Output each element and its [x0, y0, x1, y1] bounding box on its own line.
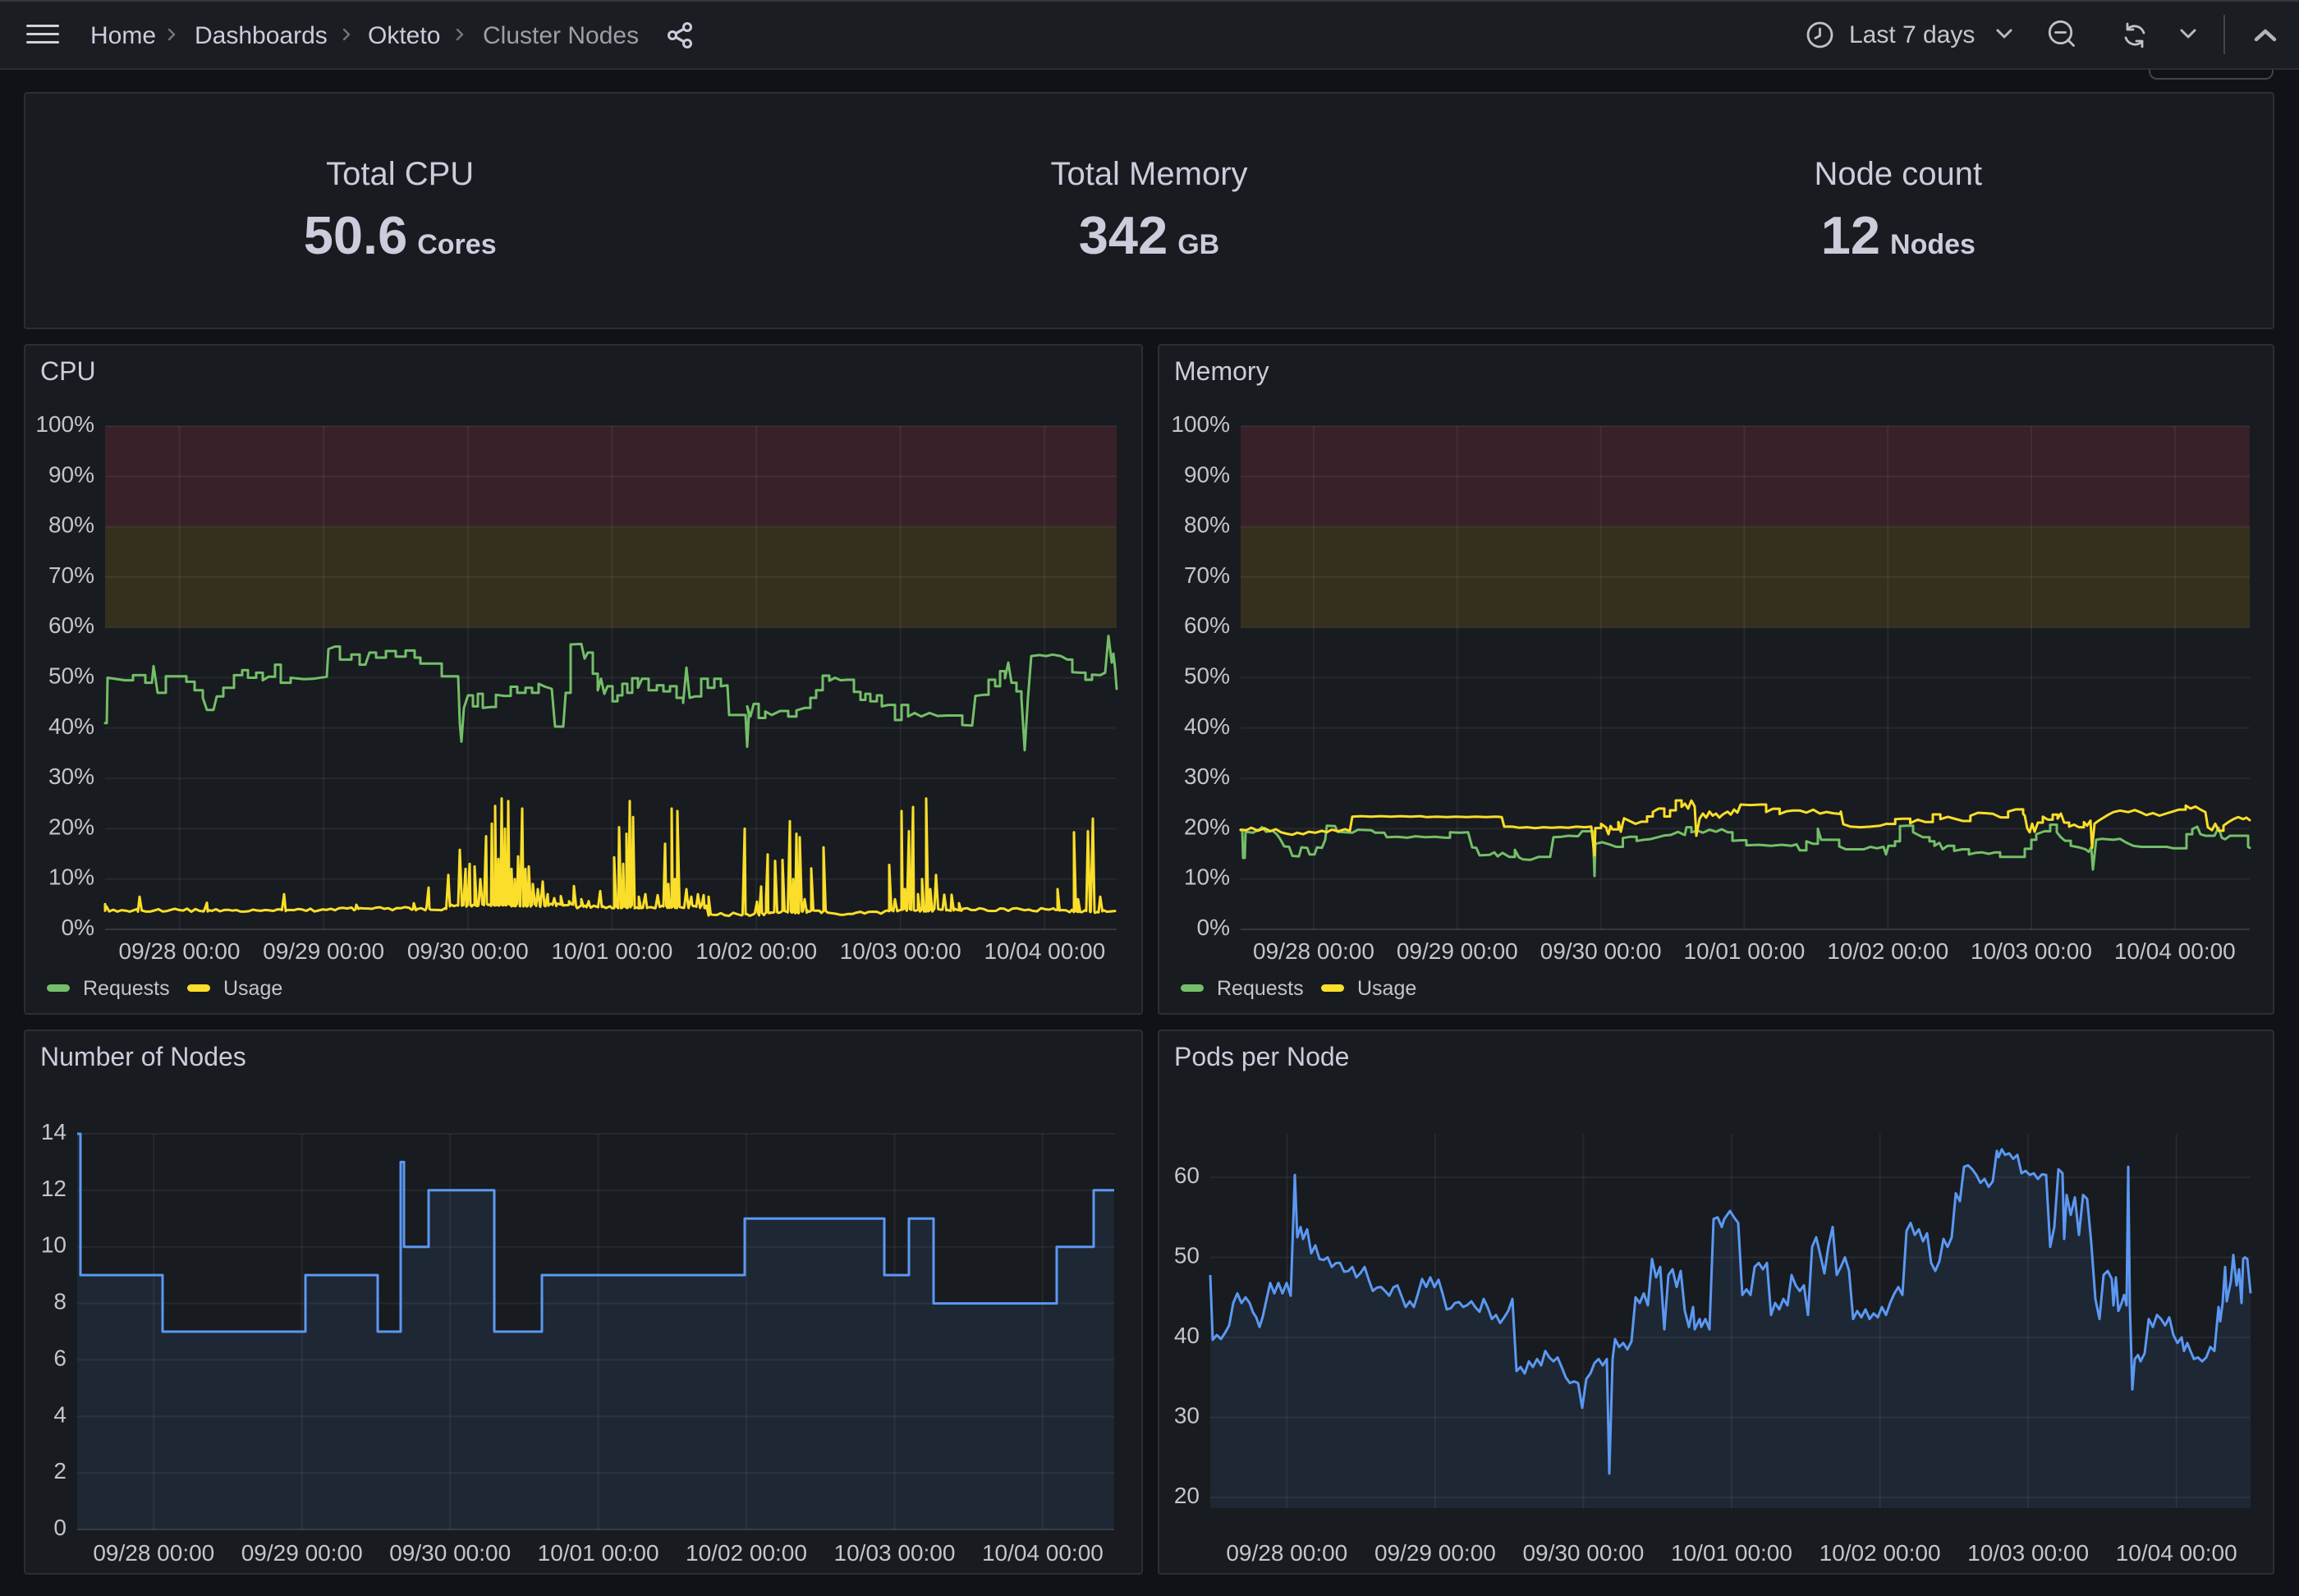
- svg-text:09/29 00:00: 09/29 00:00: [263, 938, 384, 964]
- svg-text:10/03 00:00: 10/03 00:00: [1967, 1540, 2089, 1566]
- svg-text:10%: 10%: [48, 864, 94, 890]
- svg-text:100%: 100%: [1171, 411, 1230, 437]
- svg-text:80%: 80%: [48, 512, 94, 538]
- svg-text:10/04 00:00: 10/04 00:00: [2116, 1540, 2237, 1566]
- svg-text:09/30 00:00: 09/30 00:00: [1540, 938, 1662, 964]
- svg-text:30%: 30%: [48, 764, 94, 789]
- svg-text:0%: 0%: [1197, 915, 1230, 940]
- svg-text:80%: 80%: [1184, 512, 1230, 538]
- svg-text:10: 10: [41, 1232, 67, 1258]
- svg-text:10/01 00:00: 10/01 00:00: [1671, 1540, 1792, 1566]
- svg-text:12: 12: [41, 1176, 67, 1201]
- svg-text:70%: 70%: [1184, 562, 1230, 588]
- svg-text:60%: 60%: [48, 612, 94, 638]
- svg-text:09/28 00:00: 09/28 00:00: [119, 938, 241, 964]
- svg-text:Requests: Requests: [1217, 977, 1304, 1000]
- svg-text:09/29 00:00: 09/29 00:00: [1374, 1540, 1496, 1566]
- svg-text:40%: 40%: [1184, 713, 1230, 739]
- svg-text:60: 60: [1174, 1163, 1200, 1188]
- svg-text:90%: 90%: [1184, 461, 1230, 487]
- svg-text:10/02 00:00: 10/02 00:00: [695, 938, 817, 964]
- svg-text:10/03 00:00: 10/03 00:00: [1971, 938, 2092, 964]
- svg-text:Usage: Usage: [1357, 977, 1416, 1000]
- svg-text:10/01 00:00: 10/01 00:00: [1683, 938, 1805, 964]
- svg-text:09/28 00:00: 09/28 00:00: [93, 1540, 214, 1566]
- svg-text:09/29 00:00: 09/29 00:00: [241, 1540, 363, 1566]
- svg-text:20%: 20%: [48, 814, 94, 839]
- svg-text:09/28 00:00: 09/28 00:00: [1253, 938, 1374, 964]
- svg-text:4: 4: [53, 1401, 67, 1427]
- svg-text:90%: 90%: [48, 461, 94, 487]
- svg-text:60%: 60%: [1184, 612, 1230, 638]
- svg-text:09/30 00:00: 09/30 00:00: [1522, 1540, 1644, 1566]
- svg-text:50%: 50%: [48, 663, 94, 689]
- svg-text:50%: 50%: [1184, 663, 1230, 689]
- svg-text:6: 6: [53, 1345, 67, 1370]
- svg-text:10/01 00:00: 10/01 00:00: [551, 938, 672, 964]
- svg-text:70%: 70%: [48, 562, 94, 588]
- svg-text:09/30 00:00: 09/30 00:00: [389, 1540, 511, 1566]
- svg-text:10/02 00:00: 10/02 00:00: [1827, 938, 1948, 964]
- svg-text:09/29 00:00: 09/29 00:00: [1397, 938, 1518, 964]
- svg-text:0: 0: [53, 1515, 67, 1540]
- svg-text:10/01 00:00: 10/01 00:00: [538, 1540, 659, 1566]
- svg-text:50: 50: [1174, 1243, 1200, 1268]
- svg-text:10/03 00:00: 10/03 00:00: [834, 1540, 956, 1566]
- svg-text:Usage: Usage: [223, 977, 282, 1000]
- svg-text:10/04 00:00: 10/04 00:00: [984, 938, 1105, 964]
- svg-text:2: 2: [53, 1458, 67, 1484]
- svg-text:Requests: Requests: [83, 977, 170, 1000]
- svg-text:10/02 00:00: 10/02 00:00: [686, 1540, 807, 1566]
- svg-text:30%: 30%: [1184, 764, 1230, 789]
- svg-text:0%: 0%: [62, 915, 94, 940]
- svg-text:8: 8: [53, 1289, 67, 1314]
- svg-text:20: 20: [1174, 1483, 1200, 1508]
- svg-text:09/28 00:00: 09/28 00:00: [1226, 1540, 1347, 1566]
- svg-text:10/04 00:00: 10/04 00:00: [982, 1540, 1104, 1566]
- svg-text:10/04 00:00: 10/04 00:00: [2114, 938, 2236, 964]
- svg-text:09/30 00:00: 09/30 00:00: [407, 938, 529, 964]
- svg-text:100%: 100%: [35, 411, 94, 437]
- svg-text:10/03 00:00: 10/03 00:00: [840, 938, 961, 964]
- svg-text:10%: 10%: [1184, 864, 1230, 890]
- svg-text:10/02 00:00: 10/02 00:00: [1819, 1540, 1941, 1566]
- svg-text:14: 14: [41, 1119, 67, 1144]
- svg-text:40%: 40%: [48, 713, 94, 739]
- svg-text:30: 30: [1174, 1403, 1200, 1429]
- svg-text:40: 40: [1174, 1323, 1200, 1348]
- svg-text:20%: 20%: [1184, 814, 1230, 839]
